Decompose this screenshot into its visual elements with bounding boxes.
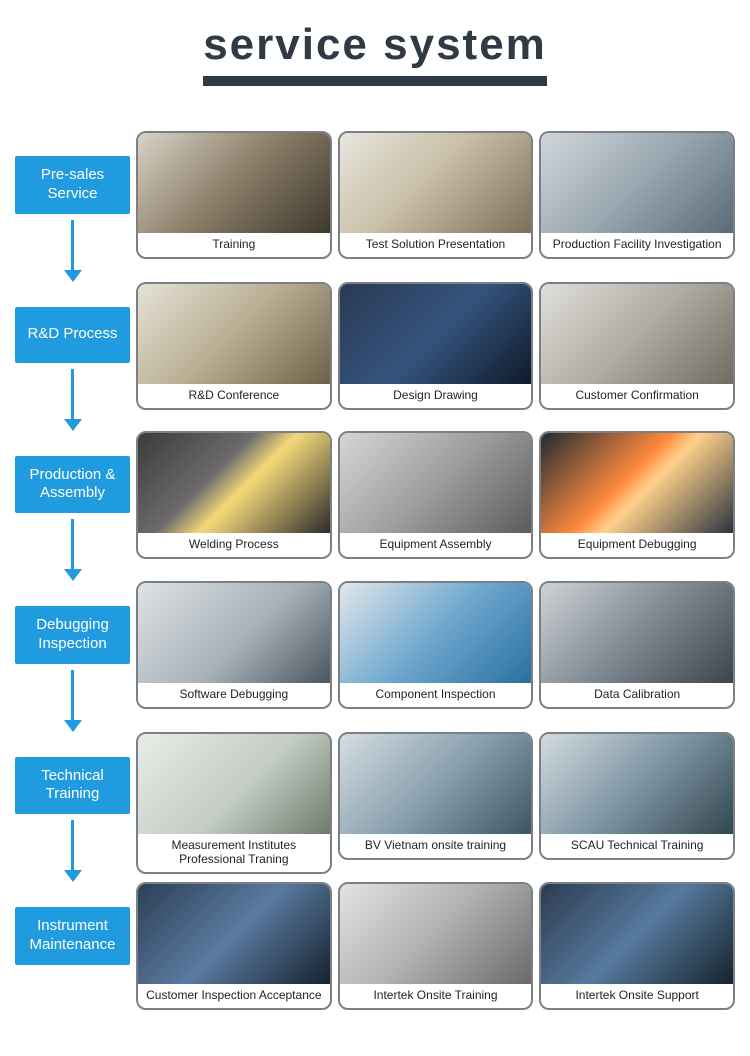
service-card: Equipment Assembly (338, 431, 534, 559)
arrow-down-icon (64, 820, 82, 882)
service-card: Welding Process (136, 431, 332, 559)
service-card: BV Vietnam onsite training (338, 732, 534, 860)
card-image (138, 884, 330, 984)
card-image (541, 734, 733, 834)
service-grid: Pre-sales Service Training Test Solution P… (15, 131, 735, 1016)
card-image (138, 734, 330, 834)
stage-label: Instrument Maintenance (15, 907, 130, 965)
card-image (541, 583, 733, 683)
card-caption: Intertek Onsite Support (541, 984, 733, 1008)
card-caption: Software Debugging (138, 683, 330, 707)
card-image (541, 133, 733, 233)
card-image (541, 284, 733, 384)
card-caption: Measurement Institutes Professional Tran… (138, 834, 330, 873)
card-caption: Equipment Assembly (340, 533, 532, 557)
stage-label: R&D Process (15, 307, 130, 363)
card-caption: Training (138, 233, 330, 257)
title-wrap: service system (15, 20, 735, 86)
page-title: service system (203, 20, 547, 86)
card-image (340, 583, 532, 683)
arrow-down-icon (64, 670, 82, 732)
service-card: Production Facility Investigation (539, 131, 735, 259)
card-image (138, 133, 330, 233)
card-caption: Design Drawing (340, 384, 532, 408)
service-card: Data Calibration (539, 581, 735, 709)
stage-cell: Debugging Inspection (15, 581, 130, 732)
card-caption: Welding Process (138, 533, 330, 557)
service-card: Customer Inspection Acceptance (136, 882, 332, 1010)
service-card: Training (136, 131, 332, 259)
service-card: Intertek Onsite Training (338, 882, 534, 1010)
stage-label: Pre-sales Service (15, 156, 130, 214)
service-card: Test Solution Presentation (338, 131, 534, 259)
service-card: Software Debugging (136, 581, 332, 709)
stage-cell: Production & Assembly (15, 431, 130, 582)
card-caption: Customer Inspection Acceptance (138, 984, 330, 1008)
card-caption: Component Inspection (340, 683, 532, 707)
card-image (138, 433, 330, 533)
card-caption: SCAU Technical Training (541, 834, 733, 858)
card-caption: BV Vietnam onsite training (340, 834, 532, 858)
card-image (541, 433, 733, 533)
card-image (138, 583, 330, 683)
service-card: Component Inspection (338, 581, 534, 709)
card-image (340, 884, 532, 984)
stage-cell: Instrument Maintenance (15, 882, 130, 965)
arrow-down-icon (64, 220, 82, 282)
card-caption: R&D Conference (138, 384, 330, 408)
card-image (138, 284, 330, 384)
card-caption: Intertek Onsite Training (340, 984, 532, 1008)
service-card: Equipment Debugging (539, 431, 735, 559)
card-image (340, 433, 532, 533)
arrow-down-icon (64, 369, 82, 431)
infographic-container: service system Pre-sales Service Training… (0, 0, 750, 1056)
card-image (541, 884, 733, 984)
card-caption: Production Facility Investigation (541, 233, 733, 257)
service-card: Design Drawing (338, 282, 534, 410)
service-card: Customer Confirmation (539, 282, 735, 410)
stage-cell: R&D Process (15, 282, 130, 431)
card-image (340, 133, 532, 233)
service-card: R&D Conference (136, 282, 332, 410)
stage-label: Technical Training (15, 757, 130, 815)
card-caption: Equipment Debugging (541, 533, 733, 557)
service-card: Measurement Institutes Professional Tran… (136, 732, 332, 875)
card-caption: Data Calibration (541, 683, 733, 707)
card-image (340, 284, 532, 384)
stage-label: Debugging Inspection (15, 606, 130, 664)
arrow-down-icon (64, 519, 82, 581)
stage-cell: Pre-sales Service (15, 131, 130, 282)
card-caption: Test Solution Presentation (340, 233, 532, 257)
stage-cell: Technical Training (15, 732, 130, 883)
card-caption: Customer Confirmation (541, 384, 733, 408)
service-card: Intertek Onsite Support (539, 882, 735, 1010)
stage-label: Production & Assembly (15, 456, 130, 514)
service-card: SCAU Technical Training (539, 732, 735, 860)
card-image (340, 734, 532, 834)
